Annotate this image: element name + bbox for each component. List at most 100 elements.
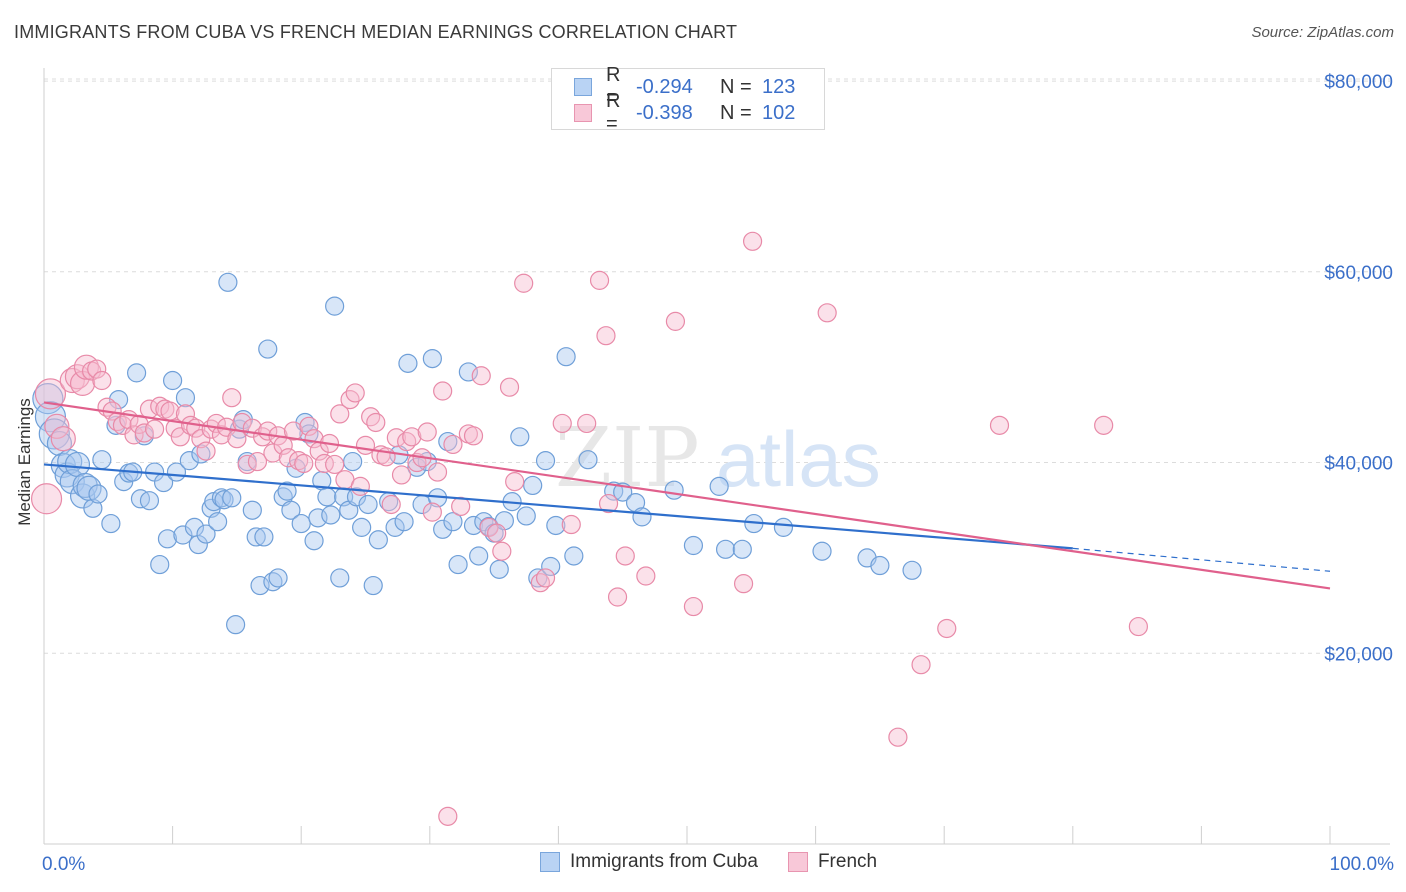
point-french bbox=[355, 435, 376, 455]
trend-line-cuba bbox=[43, 463, 1073, 550]
point-french bbox=[1094, 415, 1114, 435]
point-french bbox=[505, 472, 525, 492]
point-cuba bbox=[268, 568, 288, 588]
point-cuba bbox=[546, 515, 566, 536]
n-label: N = bbox=[720, 75, 752, 98]
point-french bbox=[499, 377, 520, 397]
watermark-atlas: atlas bbox=[716, 415, 881, 503]
point-cuba bbox=[188, 534, 208, 555]
legend-swatch-blue bbox=[540, 852, 560, 872]
series-immigrants-from-cuba bbox=[32, 272, 922, 635]
point-french bbox=[391, 465, 412, 485]
point-cuba bbox=[578, 450, 598, 470]
point-french bbox=[92, 370, 112, 391]
point-french bbox=[443, 434, 463, 455]
point-french bbox=[888, 727, 908, 747]
point-cuba bbox=[321, 505, 341, 525]
point-french bbox=[552, 413, 572, 434]
point-cuba bbox=[422, 348, 442, 369]
point-french bbox=[598, 493, 619, 514]
point-cuba bbox=[208, 512, 228, 532]
point-cuba bbox=[150, 554, 170, 575]
point-french bbox=[615, 546, 635, 566]
point-cuba bbox=[732, 539, 752, 559]
point-french bbox=[479, 517, 499, 537]
point-french bbox=[402, 427, 422, 447]
point-french bbox=[222, 388, 242, 408]
r-value: -0.294 bbox=[636, 75, 693, 98]
legend-item-french[interactable]: French bbox=[787, 851, 877, 873]
point-cuba bbox=[709, 476, 729, 496]
r-value: -0.398 bbox=[636, 101, 693, 124]
point-cuba bbox=[173, 525, 193, 545]
point-french bbox=[134, 423, 154, 443]
point-cuba bbox=[469, 546, 489, 566]
point-french bbox=[150, 396, 170, 416]
point-cuba bbox=[92, 450, 112, 470]
point-cuba bbox=[250, 575, 270, 596]
point-cuba bbox=[325, 296, 345, 316]
point-french bbox=[463, 426, 484, 446]
point-french bbox=[64, 364, 91, 390]
point-french bbox=[263, 443, 283, 463]
point-french bbox=[87, 359, 107, 379]
point-french bbox=[283, 421, 304, 441]
stats-row-cuba: R = -0.294 N = 123 bbox=[574, 64, 796, 109]
point-cuba bbox=[291, 513, 311, 534]
point-cuba bbox=[625, 492, 646, 513]
point-cuba bbox=[541, 556, 561, 577]
point-french bbox=[299, 416, 319, 436]
point-cuba bbox=[448, 554, 468, 575]
point-french bbox=[144, 419, 165, 439]
point-cuba bbox=[564, 546, 584, 566]
point-french bbox=[50, 426, 76, 452]
point-cuba bbox=[179, 451, 199, 471]
point-cuba bbox=[175, 388, 196, 408]
point-french bbox=[381, 494, 401, 515]
point-cuba bbox=[463, 515, 484, 536]
point-french bbox=[253, 427, 273, 447]
point-french bbox=[596, 326, 616, 346]
point-cuba bbox=[191, 444, 211, 464]
y-tick-label: $80,000 bbox=[1324, 72, 1393, 93]
point-french bbox=[191, 429, 211, 449]
point-french bbox=[471, 366, 491, 386]
point-cuba bbox=[242, 500, 262, 520]
point-cuba bbox=[773, 517, 794, 537]
point-cuba bbox=[510, 427, 530, 447]
point-french bbox=[417, 422, 437, 442]
point-cuba bbox=[870, 555, 890, 576]
point-cuba bbox=[163, 370, 183, 391]
point-french bbox=[227, 429, 247, 449]
x-tick-label: 100.0% bbox=[1330, 854, 1395, 875]
point-french bbox=[817, 303, 837, 323]
point-cuba bbox=[683, 535, 704, 556]
legend-swatch-pink bbox=[574, 104, 592, 122]
point-cuba bbox=[330, 568, 350, 588]
n-value: 123 bbox=[762, 75, 796, 98]
point-french bbox=[438, 806, 458, 826]
point-french bbox=[607, 587, 628, 607]
point-french bbox=[34, 378, 67, 410]
stats-row-french: R = -0.398 N = 102 bbox=[574, 90, 795, 135]
axes bbox=[43, 68, 1390, 845]
point-cuba bbox=[556, 347, 576, 367]
point-french bbox=[59, 367, 85, 394]
point-french bbox=[1128, 616, 1148, 637]
legend-item-cuba[interactable]: Immigrants from Cuba bbox=[540, 851, 758, 873]
point-french bbox=[427, 462, 448, 482]
point-french bbox=[314, 453, 334, 474]
point-french bbox=[665, 311, 686, 331]
point-french bbox=[361, 407, 381, 427]
point-french bbox=[201, 419, 221, 439]
point-cuba bbox=[263, 572, 283, 592]
point-cuba bbox=[196, 524, 216, 544]
point-cuba bbox=[317, 487, 337, 507]
point-cuba bbox=[443, 512, 463, 532]
point-french bbox=[366, 412, 386, 433]
point-cuba bbox=[218, 272, 238, 292]
point-french bbox=[386, 428, 406, 448]
point-french bbox=[589, 270, 610, 290]
point-french bbox=[989, 415, 1010, 435]
